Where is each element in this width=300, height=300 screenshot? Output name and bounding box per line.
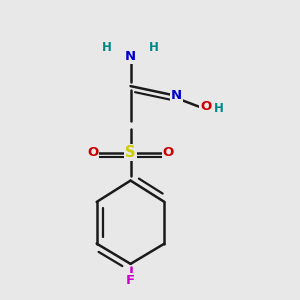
Text: S: S: [125, 145, 136, 160]
Text: N: N: [171, 89, 182, 102]
Text: N: N: [125, 50, 136, 63]
Text: O: O: [162, 146, 174, 159]
Text: H: H: [102, 41, 112, 54]
Text: O: O: [200, 100, 211, 113]
Text: F: F: [126, 274, 135, 287]
Text: H: H: [149, 41, 159, 54]
Text: H: H: [214, 102, 224, 115]
Text: O: O: [87, 146, 99, 159]
